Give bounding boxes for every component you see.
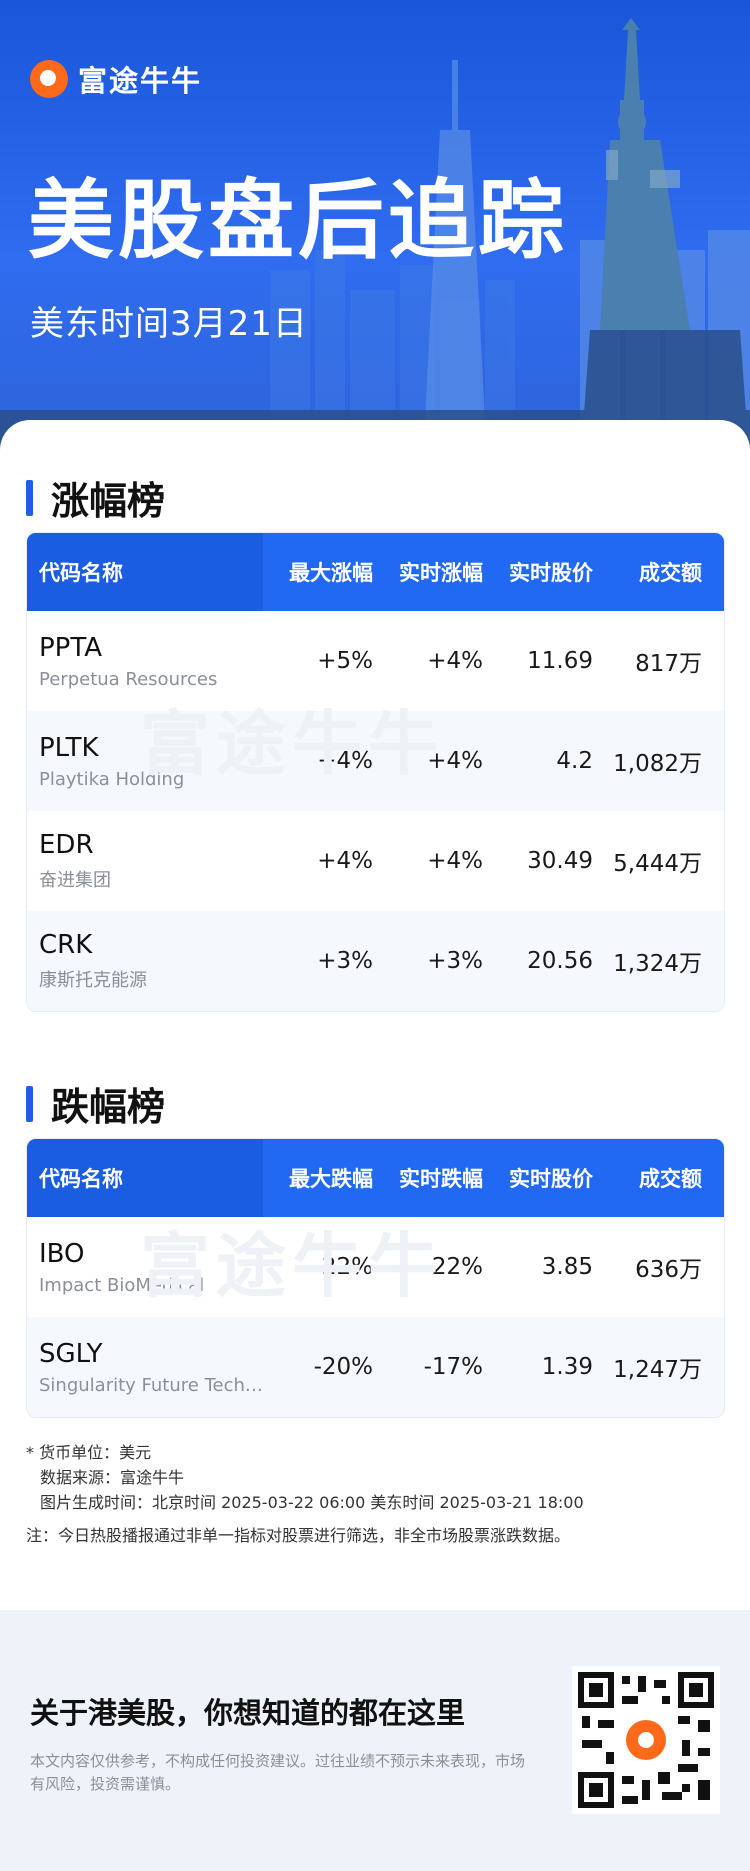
turnover: 1,082万 xyxy=(613,751,702,777)
footer-banner: 关于港美股，你想知道的都在这里 本文内容仅供参考，不构成任何投资建议。过往业绩不… xyxy=(0,1610,750,1871)
page-title: 美股盘后追踪 xyxy=(28,171,568,271)
stock-symbol: PPTA xyxy=(39,632,103,663)
price: 30.49 xyxy=(527,848,593,874)
section-marker xyxy=(26,1085,33,1122)
stock-name: 康斯托克能源 xyxy=(39,970,147,991)
content-card: 涨幅榜 代码名称 最大涨幅 实时涨幅 实时股价 成交额 PPTA Perpetua… xyxy=(0,420,750,1610)
col-header-price: 实时股价 xyxy=(509,561,593,585)
col-header-change: 实时涨幅 xyxy=(399,561,483,585)
col-header-code-name: 代码名称 xyxy=(27,533,263,611)
hero-banner: 富途牛牛 美股盘后追踪 美东时间3月21日 xyxy=(0,0,750,470)
max-change: -22% xyxy=(313,1254,373,1280)
max-change: +5% xyxy=(317,648,373,674)
change: +4% xyxy=(427,848,483,874)
change: +4% xyxy=(427,648,483,674)
col-header-max-change: 最大涨幅 xyxy=(289,561,373,585)
change: -22% xyxy=(423,1254,483,1280)
turnover: 817万 xyxy=(635,651,702,677)
max-change: -20% xyxy=(313,1354,373,1380)
change: +4% xyxy=(427,748,483,774)
table-row[interactable]: PLTK Playtika Holding +4% +4% 4.2 1,082万 xyxy=(27,711,724,811)
stock-symbol: CRK xyxy=(39,930,93,960)
turnover: 5,444万 xyxy=(613,851,702,877)
stock-name: Playtika Holding xyxy=(39,768,185,790)
turnover: 636万 xyxy=(635,1257,702,1283)
stock-symbol: IBO xyxy=(39,1238,85,1269)
section-marker xyxy=(26,479,33,516)
col-header-turnover: 成交额 xyxy=(639,1167,702,1191)
stock-name: 奋进集团 xyxy=(39,870,111,891)
generated-time-note: 图片生成时间：北京时间 2025-03-22 06:00 美东时间 2025-0… xyxy=(40,1493,584,1512)
stock-symbol: EDR xyxy=(39,830,94,860)
losers-table: 代码名称 最大跌幅 实时跌幅 实时股价 成交额 IBO Impact BioMed… xyxy=(26,1138,725,1418)
qr-code[interactable] xyxy=(572,1666,720,1814)
turnover: 1,247万 xyxy=(613,1357,702,1383)
change: -17% xyxy=(423,1354,483,1380)
col-header-code-name: 代码名称 xyxy=(27,1139,263,1217)
losers-section-title: 跌幅榜 xyxy=(26,1076,165,1131)
price: 20.56 xyxy=(527,948,593,974)
col-header-drop: 实时跌幅 xyxy=(399,1167,483,1191)
footer-disclaimer: 本文内容仅供参考，不构成任何投资建议。过往业绩不预示未来表现，市场有风险，投资需… xyxy=(30,1752,526,1793)
max-change: +4% xyxy=(317,848,373,874)
table-row[interactable]: IBO Impact BioMedical -22% -22% 3.85 636万 xyxy=(27,1217,724,1317)
stock-name: Impact BioMedical xyxy=(39,1274,205,1296)
gainers-title-text: 涨幅榜 xyxy=(51,479,166,523)
change: +3% xyxy=(427,948,483,974)
max-change: +4% xyxy=(317,748,373,774)
price: 4.2 xyxy=(556,748,593,774)
page-subtitle: 美东时间3月21日 xyxy=(30,304,308,344)
footnotes: * 货币单位：美元 数据来源：富途牛牛 图片生成时间：北京时间 2025-03-… xyxy=(26,1440,584,1548)
turnover: 1,324万 xyxy=(613,951,702,977)
col-header-turnover: 成交额 xyxy=(639,561,702,585)
source-note: 数据来源：富途牛牛 xyxy=(40,1468,185,1487)
stock-name: Perpetua Resources xyxy=(39,668,218,690)
table-row[interactable]: PPTA Perpetua Resources +5% +4% 11.69 817… xyxy=(27,611,724,711)
col-header-price: 实时股价 xyxy=(509,1167,593,1191)
futu-logo-icon xyxy=(30,60,68,98)
col-header-max-drop: 最大跌幅 xyxy=(289,1167,373,1191)
disclaimer-note: 注：今日热股播报通过非单一指标对股票进行筛选，非全市场股票涨跌数据。 xyxy=(26,1526,571,1545)
losers-title-text: 跌幅榜 xyxy=(51,1085,166,1129)
stock-symbol: SGLY xyxy=(39,1338,103,1369)
price: 1.39 xyxy=(541,1354,593,1380)
stock-name: Singularity Future Tech… xyxy=(39,1374,263,1396)
qr-code-icon xyxy=(578,1672,714,1808)
price: 3.85 xyxy=(541,1254,593,1280)
footer-headline: 关于港美股，你想知道的都在这里 xyxy=(30,1696,466,1730)
stock-symbol: PLTK xyxy=(39,732,99,763)
gainers-section-title: 涨幅榜 xyxy=(26,470,165,525)
table-row[interactable]: SGLY Singularity Future Tech… -20% -17% 1… xyxy=(27,1317,724,1417)
gainers-table-header: 代码名称 最大涨幅 实时涨幅 实时股价 成交额 xyxy=(27,533,724,611)
brand-name: 富途牛牛 xyxy=(78,64,203,98)
currency-note: * 货币单位：美元 xyxy=(26,1443,152,1462)
losers-table-header: 代码名称 最大跌幅 实时跌幅 实时股价 成交额 xyxy=(27,1139,724,1217)
gainers-table: 代码名称 最大涨幅 实时涨幅 实时股价 成交额 PPTA Perpetua Res… xyxy=(26,532,725,1012)
brand-logo: 富途牛牛 xyxy=(30,58,202,100)
table-row[interactable]: EDR 奋进集团 +4% +4% 30.49 5,444万 xyxy=(27,811,724,911)
max-change: +3% xyxy=(317,948,373,974)
price: 11.69 xyxy=(527,648,593,674)
table-row[interactable]: CRK 康斯托克能源 +3% +3% 20.56 1,324万 xyxy=(27,911,724,1011)
